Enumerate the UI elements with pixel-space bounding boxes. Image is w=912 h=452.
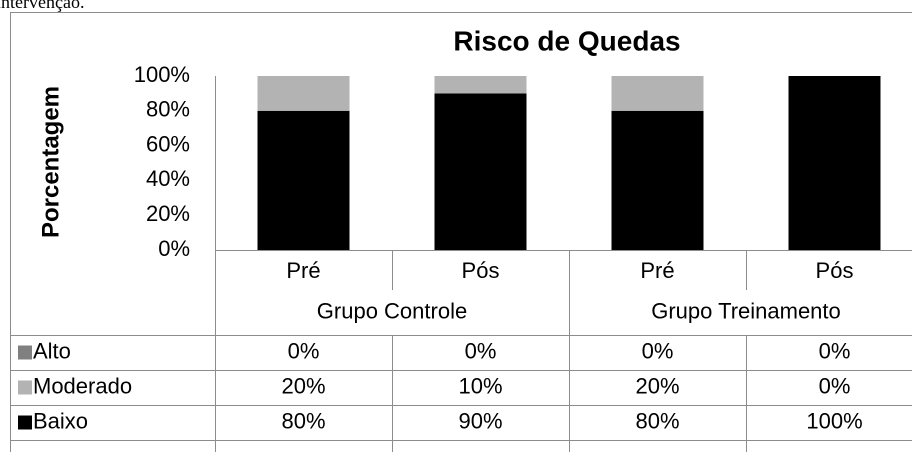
- table-value: 20%: [635, 373, 679, 398]
- chart-border: [10, 12, 912, 452]
- table-value: 0%: [465, 338, 497, 363]
- legend-label: Moderado: [33, 373, 132, 398]
- table-value: 0%: [819, 373, 851, 398]
- bar-segment: [788, 76, 881, 250]
- y-axis-label: Porcentagem: [37, 86, 64, 238]
- bar-segment: [257, 76, 350, 111]
- x-tick-label: Pré: [640, 258, 674, 283]
- legend-key: [18, 415, 32, 430]
- bar-segment: [257, 110, 350, 250]
- y-tick-label: 80%: [146, 97, 190, 122]
- table-value: 80%: [635, 408, 679, 433]
- y-tick-label: 0%: [158, 236, 190, 261]
- x-tick-label: Pré: [286, 258, 320, 283]
- table-value: 20%: [281, 373, 325, 398]
- chart-title: Risco de Quedas: [453, 25, 680, 56]
- legend-label: Alto: [33, 338, 71, 363]
- x-tick-label: Pós: [816, 258, 854, 283]
- group-label: Grupo Treinamento: [651, 298, 841, 323]
- bar-segment: [434, 93, 527, 251]
- table-value: 100%: [806, 408, 862, 433]
- y-tick-label: 40%: [146, 166, 190, 191]
- group-label: Grupo Controle: [317, 298, 467, 323]
- table-value: 0%: [642, 338, 674, 363]
- legend-label: Baixo: [33, 408, 88, 433]
- bar-segment: [434, 76, 527, 94]
- y-tick-label: 60%: [146, 131, 190, 156]
- bar-segment: [611, 110, 704, 250]
- bar-segment: [611, 76, 704, 111]
- x-tick-label: Pós: [462, 258, 500, 283]
- legend-key: [18, 345, 32, 360]
- caption: intervenção.: [0, 0, 84, 12]
- table-value: 90%: [458, 408, 502, 433]
- table-value: 80%: [281, 408, 325, 433]
- legend-key: [18, 380, 32, 395]
- table-value: 10%: [458, 373, 502, 398]
- y-tick-label: 100%: [134, 62, 190, 87]
- table-value: 0%: [288, 338, 320, 363]
- y-tick-label: 20%: [146, 201, 190, 226]
- table-value: 0%: [819, 338, 851, 363]
